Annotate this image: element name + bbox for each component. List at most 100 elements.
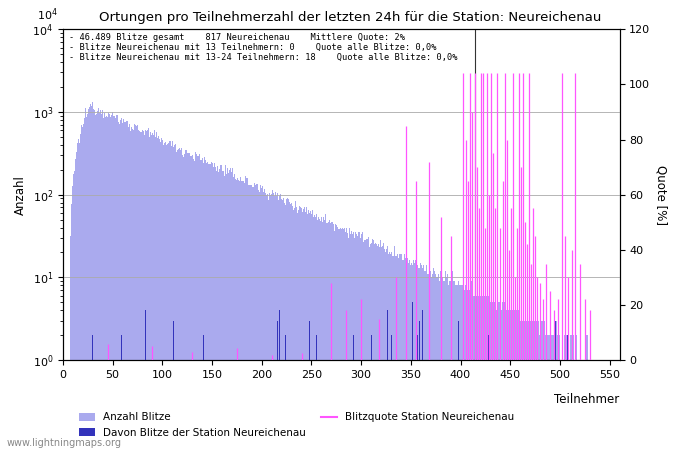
Bar [519, 320, 521, 450]
Bar [554, 335, 555, 450]
Bar [427, 274, 428, 450]
Bar [227, 174, 228, 450]
Bar [516, 310, 517, 450]
Bar [199, 160, 201, 450]
Bar [133, 130, 134, 450]
Bar [459, 285, 460, 450]
Bar [348, 238, 349, 450]
Bar [161, 138, 162, 450]
Bar [497, 302, 498, 450]
Bar [445, 271, 446, 450]
Bar [293, 210, 294, 450]
Bar [502, 302, 503, 450]
Bar [283, 198, 284, 450]
Bar [307, 214, 308, 450]
Bar [180, 149, 181, 450]
Bar [451, 281, 452, 450]
Bar [317, 220, 318, 450]
Bar [322, 222, 323, 450]
Bar [332, 360, 334, 450]
Bar [187, 360, 188, 450]
Bar [272, 190, 273, 450]
Bar [319, 219, 320, 450]
Bar [476, 296, 477, 450]
Bar [129, 124, 130, 450]
Bar [412, 302, 413, 450]
Bar [300, 207, 301, 450]
Bar [343, 230, 344, 450]
Bar [181, 148, 182, 450]
Bar [452, 271, 453, 450]
Bar [436, 277, 437, 450]
Bar [327, 223, 328, 450]
Bar [251, 184, 252, 450]
Bar [400, 254, 401, 450]
Bar [225, 165, 227, 450]
Bar [606, 360, 607, 450]
Bar [475, 296, 476, 450]
Bar [204, 160, 206, 450]
Bar [471, 281, 472, 450]
Bar [149, 137, 150, 450]
Bar [280, 194, 281, 450]
Bar [434, 271, 435, 450]
Bar [182, 155, 183, 450]
Bar [98, 108, 99, 450]
Bar [201, 160, 202, 450]
Bar [464, 290, 465, 450]
Bar [391, 252, 393, 450]
Bar [555, 335, 556, 450]
Bar [490, 302, 491, 450]
Bar [291, 202, 292, 450]
Bar [166, 145, 167, 450]
Bar [524, 320, 526, 450]
Bar [139, 131, 140, 450]
Bar [312, 210, 313, 450]
Bar [239, 180, 240, 450]
Bar [386, 249, 388, 450]
Bar [116, 115, 117, 450]
Bar [167, 144, 168, 450]
Bar [555, 320, 556, 450]
Bar [271, 194, 272, 450]
Bar [163, 145, 164, 450]
Bar [146, 131, 147, 450]
Bar [270, 195, 271, 450]
Bar [324, 220, 325, 450]
Bar [126, 121, 127, 450]
Bar [306, 207, 307, 450]
Bar [394, 246, 395, 450]
Legend: Anzahl Blitze, Davon Blitze der Station Neureichenau, Blitzquote Station Neureic: Anzahl Blitze, Davon Blitze der Station … [75, 408, 519, 442]
Bar [564, 335, 566, 450]
Bar [419, 320, 420, 450]
Bar [496, 310, 497, 450]
Bar [107, 117, 108, 450]
Bar [206, 162, 208, 450]
Bar [123, 119, 124, 450]
Bar [368, 237, 369, 450]
Bar [97, 111, 98, 450]
Bar [526, 320, 528, 450]
Bar [266, 194, 267, 450]
Bar [439, 281, 440, 450]
Bar [122, 123, 123, 450]
Bar [88, 109, 90, 450]
Bar [100, 110, 102, 450]
Bar [160, 141, 161, 450]
Bar [298, 210, 299, 450]
Bar [488, 296, 489, 450]
Bar [594, 360, 595, 450]
Text: $10^4$: $10^4$ [36, 6, 57, 22]
Bar [494, 302, 495, 450]
Bar [542, 320, 543, 450]
Bar [350, 234, 351, 450]
Bar [176, 152, 177, 450]
Bar [401, 254, 402, 450]
Bar [391, 335, 393, 450]
Bar [379, 240, 381, 450]
Bar [354, 238, 355, 450]
Bar [447, 274, 448, 450]
Bar [341, 230, 342, 450]
Bar [410, 265, 412, 450]
Bar [611, 360, 612, 450]
